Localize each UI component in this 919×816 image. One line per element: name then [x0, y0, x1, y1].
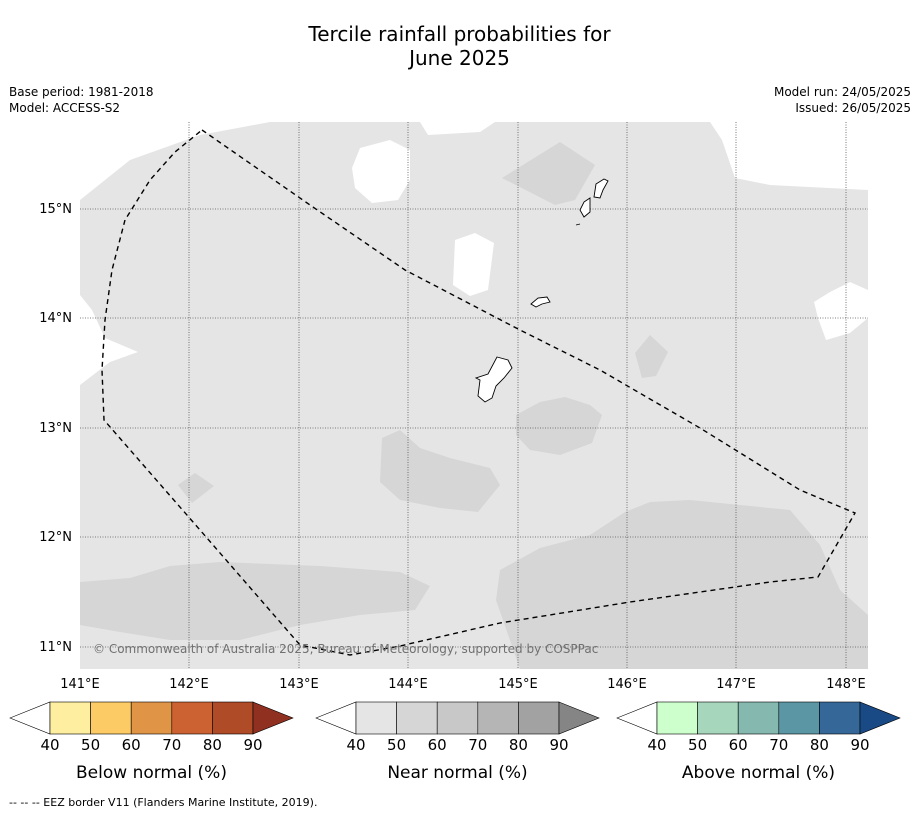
near-normal-legend-swatch — [518, 701, 560, 735]
above-normal-legend-tick: 60 — [729, 736, 748, 754]
title-line-2: June 2025 — [409, 46, 510, 70]
near-normal-50-small-west — [178, 473, 214, 503]
near-normal-legend: 40 50 60 70 80 90 Near normal (%) — [315, 701, 600, 783]
saipan-island — [593, 178, 609, 199]
lon-label-143: 143°E — [279, 677, 319, 692]
white-gap-west — [80, 295, 138, 385]
lon-label-142: 142°E — [169, 677, 209, 692]
above-normal-legend-tick: 70 — [769, 736, 788, 754]
above-normal-legend-tick: 50 — [688, 736, 707, 754]
above-normal-legend-tick: 90 — [850, 736, 869, 754]
above-normal-legend-tick: 40 — [647, 736, 666, 754]
lat-label-13: 13°N — [39, 421, 72, 436]
above-normal-legend-tick: 80 — [810, 736, 829, 754]
below-normal-legend-swatch — [212, 701, 254, 735]
above-normal-legend-swatch — [819, 701, 861, 735]
below-normal-legend-tick: 40 — [40, 736, 59, 754]
white-gap-east — [814, 282, 868, 340]
lat-label-15: 15°N — [39, 202, 72, 217]
near-normal-legend-swatch — [477, 701, 519, 735]
rota-island — [530, 296, 551, 308]
colorbar-legends: 40 50 60 70 80 90 Below normal (%) 40 50 60 70 80 90… — [9, 701, 901, 783]
near-normal-legend-swatch — [355, 701, 397, 735]
below-normal-legend-tick: 70 — [162, 736, 181, 754]
lon-label-147: 147°E — [716, 677, 756, 692]
above-normal-legend-swatch — [656, 701, 698, 735]
below-normal-legend-tick: 50 — [81, 736, 100, 754]
meta-right: Model run: 24/05/2025 Issued: 26/05/2025 — [774, 84, 911, 116]
issued-text: Issued: 26/05/2025 — [795, 101, 911, 115]
lat-label-14: 14°N — [39, 311, 72, 326]
below-normal-legend-swatch — [130, 701, 173, 735]
near-normal-50-southwest — [80, 562, 430, 640]
below-normal-legend-swatch — [90, 701, 132, 735]
above-normal-legend: 40 50 60 70 80 90 Above normal (%) — [616, 701, 901, 783]
near-normal-legend-swatch — [396, 701, 438, 735]
graticule — [80, 122, 868, 669]
below-normal-legend-label: Below normal (%) — [76, 763, 227, 783]
tinian-island — [579, 197, 591, 218]
below-normal-legend: 40 50 60 70 80 90 Below normal (%) — [9, 701, 294, 783]
meta-left: Base period: 1981-2018 Model: ACCESS-S2 — [9, 84, 154, 116]
lon-label-141: 141°E — [60, 677, 100, 692]
above-normal-legend-high-arrow — [859, 701, 901, 735]
lat-label-11: 11°N — [39, 640, 72, 655]
white-gap-center — [453, 233, 494, 296]
lon-label-144: 144°E — [388, 677, 428, 692]
eez-border — [101, 129, 857, 656]
guam-island — [474, 356, 513, 403]
above-normal-legend-swatch — [778, 701, 820, 735]
near-normal-legend-tick: 60 — [428, 736, 447, 754]
map-panel: © Commonwealth of Australia 2025, Bureau… — [80, 122, 868, 669]
near-normal-legend-tick: 70 — [468, 736, 487, 754]
aguijan-island — [575, 223, 581, 226]
near-normal-legend-tick: 90 — [549, 736, 568, 754]
near-normal-50-north — [502, 142, 595, 205]
lat-label-12: 12°N — [39, 530, 72, 545]
near-normal-50-center — [516, 397, 602, 455]
title-line-1: Tercile rainfall probabilities for — [308, 22, 611, 46]
lon-label-145: 145°E — [498, 677, 538, 692]
copyright-text: © Commonwealth of Australia 2025, Bureau… — [93, 642, 598, 656]
lat-labels: 15°N 14°N 13°N 12°N 11°N — [39, 202, 72, 655]
below-normal-legend-tick: 60 — [122, 736, 141, 754]
islands — [474, 178, 609, 403]
above-normal-legend-swatch — [737, 701, 780, 735]
above-normal-legend-low-arrow — [616, 701, 658, 735]
near-normal-legend-low-arrow — [315, 701, 357, 735]
near-normal-legend-high-arrow — [558, 701, 600, 735]
below-normal-legend-swatch — [171, 701, 213, 735]
near-normal-legend-tick: 40 — [346, 736, 365, 754]
below-normal-legend-high-arrow — [252, 701, 294, 735]
near-normal-legend-label: Near normal (%) — [387, 763, 527, 783]
base-period-text: Base period: 1981-2018 — [9, 85, 154, 99]
chart-title: Tercile rainfall probabilities for June … — [0, 22, 919, 70]
lon-label-146: 146°E — [607, 677, 647, 692]
above-normal-legend-swatch — [697, 701, 739, 735]
near-normal-50-small-east — [635, 335, 668, 378]
near-normal-legend-tick: 80 — [509, 736, 528, 754]
below-normal-legend-tick: 90 — [243, 736, 262, 754]
eez-footnote: -- -- -- EEZ border V11 (Flanders Marine… — [9, 796, 318, 809]
near-normal-50-southeast — [496, 500, 868, 669]
below-normal-legend-swatch — [49, 701, 91, 735]
model-run-text: Model run: 24/05/2025 — [773, 85, 911, 99]
below-normal-legend-tick: 80 — [203, 736, 222, 754]
lon-label-148: 148°E — [826, 677, 866, 692]
lon-labels: 141°E 142°E 143°E 144°E 145°E 146°E 147°… — [60, 677, 866, 692]
near-normal-50-southcenter — [380, 430, 500, 512]
near-normal-legend-swatch — [436, 701, 479, 735]
near-normal-50-small-south — [640, 587, 675, 612]
white-gap-north — [352, 140, 410, 203]
near-normal-legend-tick: 50 — [387, 736, 406, 754]
model-text: Model: ACCESS-S2 — [9, 101, 121, 115]
above-normal-legend-label: Above normal (%) — [682, 763, 835, 783]
below-normal-legend-low-arrow — [9, 701, 51, 735]
